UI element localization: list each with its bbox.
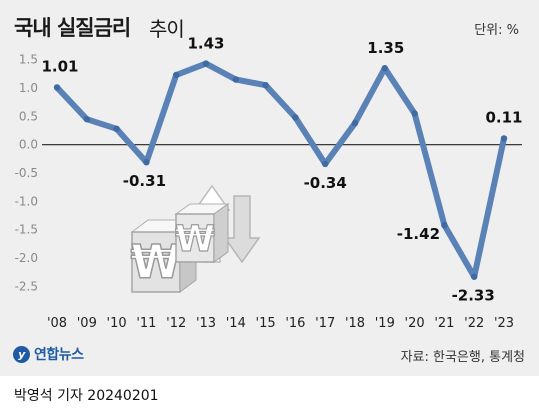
x-tick-label: '12 bbox=[166, 316, 186, 331]
reporter-credit: 박영석 기자 20240201 bbox=[14, 388, 159, 404]
data-point bbox=[83, 115, 91, 123]
svg-text:₩: ₩ bbox=[175, 219, 215, 260]
x-tick-label: '17 bbox=[315, 316, 335, 331]
data-labels: 1.01 -0.31 1.43 -0.34 1.35 -1.42 -2.33 0.11 bbox=[41, 35, 522, 305]
x-axis: '08 '09 '10 '11 '12 '13 '14 '15 '16 '17 '18 '19 '20 '… bbox=[47, 316, 514, 331]
data-point bbox=[441, 221, 448, 229]
yonhap-logo-icon: y bbox=[13, 345, 30, 363]
data-point bbox=[381, 64, 388, 72]
data-label: 1.43 bbox=[187, 35, 224, 53]
data-point bbox=[292, 114, 299, 121]
data-label: -0.34 bbox=[304, 174, 347, 192]
x-tick-label: '09 bbox=[77, 316, 97, 331]
data-point bbox=[53, 84, 61, 91]
data-point bbox=[202, 60, 210, 67]
chart-subtitle: 추이 bbox=[149, 17, 185, 41]
won-arrows-illustration: ₩ ₩ bbox=[130, 184, 261, 293]
data-point bbox=[232, 76, 239, 83]
data-points bbox=[53, 60, 508, 280]
x-tick-label: '10 bbox=[107, 316, 127, 331]
svg-text:₩: ₩ bbox=[131, 235, 182, 289]
x-tick-label: '23 bbox=[494, 316, 514, 331]
data-point bbox=[113, 125, 120, 132]
x-tick-label: '21 bbox=[434, 316, 454, 331]
data-point bbox=[322, 160, 329, 168]
series-line bbox=[54, 60, 507, 280]
data-label: -2.33 bbox=[452, 287, 495, 305]
x-tick-label: '13 bbox=[196, 316, 216, 331]
chart-card: 1.5 1.0 0.5 0.0 -0.5 -1.0 -1.5 -2.0 -2.5 '08'09 '… bbox=[0, 0, 539, 376]
data-point bbox=[500, 135, 508, 142]
line-chart: 1.51.00.50.0-0.5-1.0-1.5-2.0-2.5 '08'09 '… bbox=[15, 35, 523, 331]
y-tick-label: -1.0 bbox=[15, 194, 38, 208]
y-tick-label: -0.5 bbox=[15, 166, 38, 180]
yonhap-logo: y 연합뉴스 bbox=[13, 344, 84, 364]
data-point bbox=[262, 81, 269, 89]
logo-text: 연합뉴스 bbox=[34, 347, 84, 363]
y-tick-label: 0.5 bbox=[19, 109, 38, 123]
y-tick-label: 0.0 bbox=[19, 138, 38, 152]
data-point bbox=[143, 159, 150, 166]
source-note: 자료: 한국은행, 통계청 bbox=[400, 350, 525, 365]
y-tick-label: -2.5 bbox=[15, 279, 38, 293]
data-point bbox=[173, 71, 180, 79]
data-point bbox=[411, 110, 418, 117]
chart-title: 국내 실질금리 bbox=[14, 16, 131, 40]
y-tick-label: -2.0 bbox=[15, 251, 38, 265]
x-tick-label: '11 bbox=[136, 316, 156, 331]
x-tick-label: '18 bbox=[345, 316, 365, 331]
data-label: 1.35 bbox=[367, 39, 404, 57]
x-tick-label: '14 bbox=[226, 316, 246, 331]
x-tick-label: '19 bbox=[375, 316, 395, 331]
y-tick-label: -1.5 bbox=[15, 223, 38, 237]
data-label: -1.42 bbox=[397, 225, 440, 243]
x-tick-label: '08 bbox=[47, 316, 67, 331]
data-label: 1.01 bbox=[41, 57, 78, 75]
data-point bbox=[351, 119, 359, 127]
unit-label: 단위: % bbox=[474, 23, 519, 38]
y-tick-label: 1.5 bbox=[19, 53, 38, 67]
x-tick-label: '15 bbox=[256, 316, 276, 331]
x-tick-label: '16 bbox=[285, 316, 305, 331]
data-point bbox=[471, 273, 478, 280]
y-axis: 1.5 1.0 0.5 0.0 -0.5 -1.0 -1.5 -2.0 -2.5 bbox=[15, 53, 38, 294]
x-tick-label: '20 bbox=[405, 316, 425, 331]
data-label: 0.11 bbox=[485, 108, 522, 126]
x-tick-label: '22 bbox=[464, 316, 484, 331]
data-label: -0.31 bbox=[123, 172, 166, 190]
y-tick-label: 1.0 bbox=[19, 81, 38, 95]
